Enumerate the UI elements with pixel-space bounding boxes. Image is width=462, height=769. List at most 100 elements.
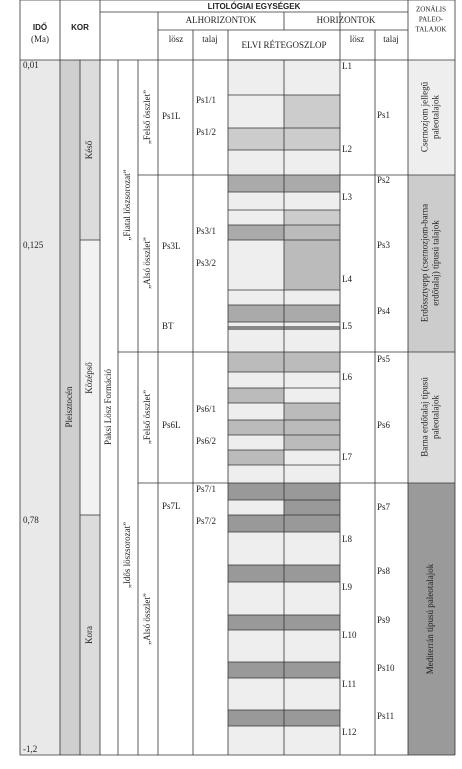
layer	[228, 372, 284, 388]
unit-label: „Alsó összlet”	[142, 237, 152, 289]
layer	[284, 290, 340, 305]
layer	[228, 240, 284, 290]
horizon-soil: Ps5	[377, 354, 391, 364]
layer	[228, 465, 284, 483]
header-subhorizons: ALHORIZONTOK	[186, 15, 257, 25]
horizon-soil: Ps8	[377, 566, 391, 576]
layer	[284, 678, 340, 710]
header-column: ELVI RÉTEGOSZLOP	[242, 40, 327, 50]
subhorizon-loess: Ps3L	[162, 241, 181, 251]
horizon-loess: L3	[342, 192, 352, 202]
subhorizon-soil: Ps1/1	[196, 95, 216, 105]
layer	[228, 60, 284, 95]
header-age: IDŐ	[33, 23, 47, 32]
layer	[284, 465, 340, 483]
layer	[284, 372, 340, 388]
unit-label: „Felső összlet”	[142, 390, 152, 444]
cell	[80, 515, 100, 755]
layer	[228, 210, 284, 225]
horizon-soil: Ps3	[377, 240, 391, 250]
layer	[228, 305, 284, 322]
layer	[228, 403, 284, 420]
header-zonal: PALEO-	[419, 16, 444, 24]
layer	[284, 532, 340, 565]
unit-label: „Felső összlet”	[142, 90, 152, 144]
horizon-loess: L11	[342, 679, 356, 689]
cell	[80, 240, 100, 515]
zonal-label: erdőtalaj) típusú talajok	[431, 220, 441, 306]
sequence-label: „Idős löszsorozat”	[122, 522, 132, 588]
horizon-soil: Ps4	[377, 306, 391, 316]
header-kor: KOR	[71, 23, 89, 32]
cell	[20, 60, 60, 755]
layer	[284, 450, 340, 465]
layer	[228, 710, 284, 726]
subhorizon-loess: Ps7L	[162, 501, 181, 511]
stage-label: Kora	[84, 626, 94, 644]
header-loess: lösz	[350, 34, 365, 44]
subhorizon-soil: Ps6/2	[196, 436, 216, 446]
subhorizon-soil: Ps7/1	[196, 484, 216, 494]
layer	[228, 388, 284, 403]
horizon-loess: L12	[342, 727, 357, 737]
header-zonal: ZONÁLIS	[416, 6, 446, 14]
horizon-soil: Ps2	[377, 175, 390, 185]
layer	[284, 435, 340, 450]
horizon-loess: L2	[342, 144, 352, 154]
layer	[228, 420, 284, 435]
layer	[228, 726, 284, 755]
header-loess: lösz	[169, 34, 184, 44]
layer	[284, 388, 340, 403]
subhorizon-loess: BT	[162, 321, 174, 331]
subhorizon-soil: Ps3/1	[196, 226, 216, 236]
layer	[228, 352, 284, 372]
layer	[284, 210, 340, 225]
horizon-loess: L4	[342, 274, 352, 284]
layer	[228, 500, 284, 515]
zonal-label: Erdőssztyepp (csernozjom-barna	[420, 204, 430, 322]
horizon-loess: L7	[342, 452, 352, 462]
cell	[60, 60, 80, 755]
epoch-label: Pleisztocén	[64, 386, 74, 427]
layer	[228, 290, 284, 305]
subhorizon-soil: Ps7/2	[196, 516, 216, 526]
layer	[284, 192, 340, 210]
cell	[408, 175, 455, 352]
layer	[284, 305, 340, 322]
horizon-soil: Ps7	[377, 502, 391, 512]
unit-label: „Alsó összlet”	[142, 593, 152, 645]
layer	[228, 678, 284, 710]
horizon-loess: L6	[342, 372, 352, 382]
horizon-soil: Ps1	[377, 110, 390, 120]
subhorizon-soil: Ps3/2	[196, 258, 216, 268]
layer	[284, 403, 340, 420]
subhorizon-loess: Ps1L	[162, 111, 181, 121]
stage-label: Késő	[84, 140, 94, 159]
layer	[228, 435, 284, 450]
age-label: -1,2	[23, 744, 37, 754]
layer	[228, 662, 284, 678]
layer	[284, 500, 340, 515]
zonal-label: Barna erdőtalaj típusú	[420, 377, 430, 457]
cell	[408, 483, 455, 755]
formation-label: Paksi Lösz Formáció	[103, 369, 113, 445]
header-age-unit: (Ma)	[31, 34, 49, 44]
horizon-soil: Ps9	[377, 615, 391, 625]
horizon-soil: Ps6	[377, 420, 391, 430]
layer	[228, 192, 284, 210]
layer	[228, 615, 284, 630]
layer	[228, 532, 284, 565]
subhorizon-loess: Ps6L	[162, 420, 181, 430]
layer	[228, 515, 284, 532]
horizon-soil: Ps10	[377, 663, 395, 673]
layer	[228, 565, 284, 582]
layer	[284, 352, 340, 372]
subhorizon-soil: Ps1/2	[196, 127, 216, 137]
layer	[284, 240, 340, 290]
horizon-soil: Ps11	[377, 711, 394, 721]
layer	[284, 582, 340, 615]
header-soil: talaj	[202, 34, 218, 44]
layer	[228, 450, 284, 465]
